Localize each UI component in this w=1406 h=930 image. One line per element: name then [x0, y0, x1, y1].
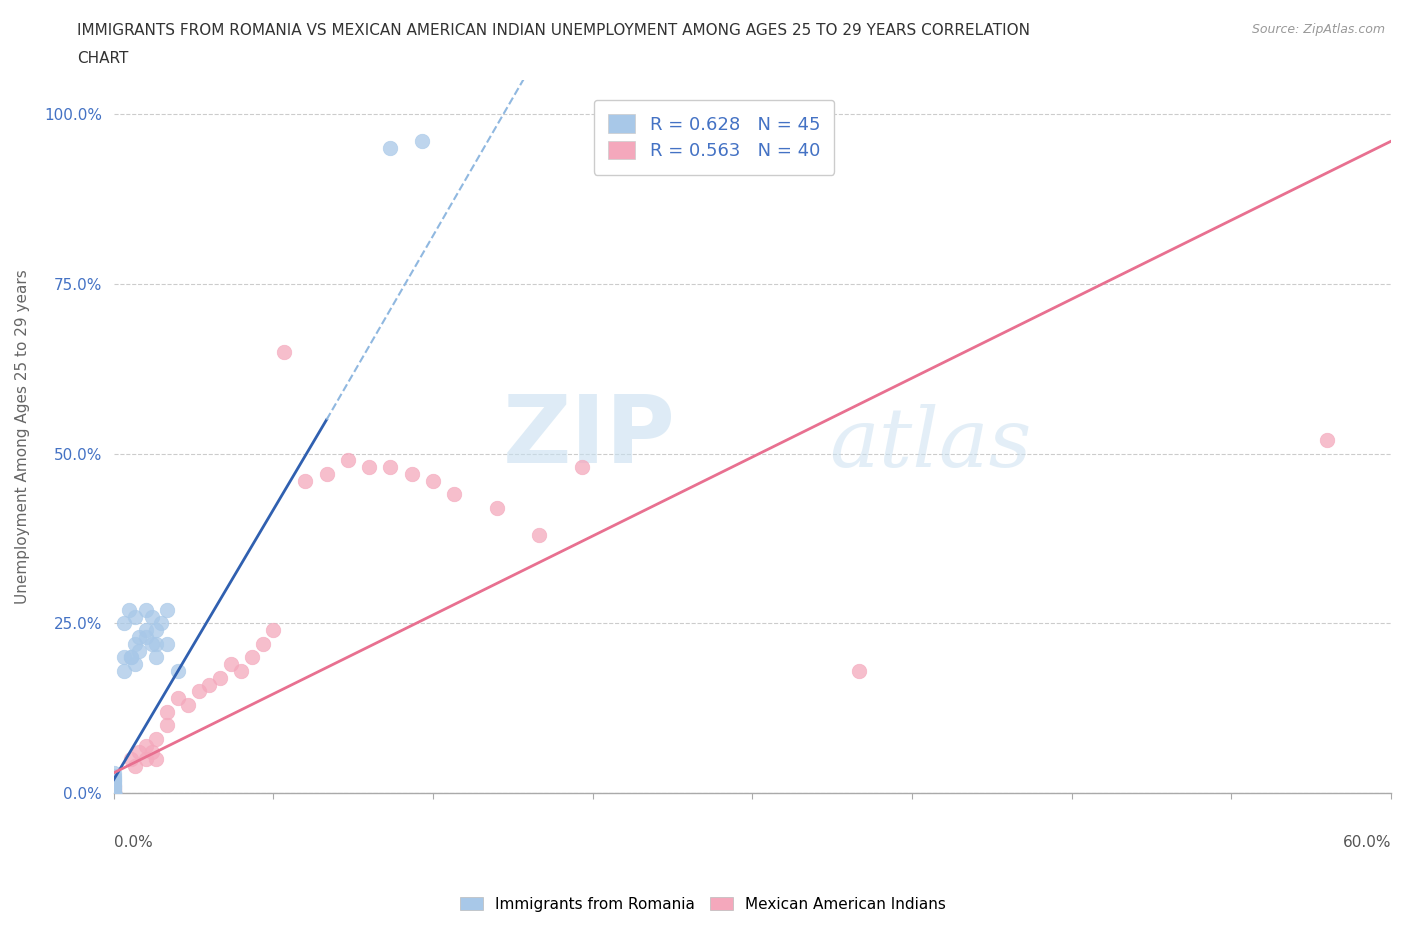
- Point: [135, 623, 157, 638]
- Point: [156, 603, 179, 618]
- Text: 60.0%: 60.0%: [1343, 835, 1391, 850]
- Point: [571, 459, 593, 474]
- Point: [135, 738, 157, 753]
- Point: [128, 745, 150, 760]
- Point: [128, 644, 150, 658]
- Point: [103, 786, 125, 801]
- Point: [135, 751, 157, 766]
- Point: [128, 630, 150, 644]
- Text: CHART: CHART: [77, 51, 129, 66]
- Point: [529, 527, 551, 542]
- Point: [103, 771, 125, 786]
- Point: [401, 467, 423, 482]
- Point: [848, 663, 870, 678]
- Point: [443, 487, 465, 502]
- Point: [103, 782, 125, 797]
- Point: [124, 759, 146, 774]
- Point: [359, 459, 381, 474]
- Point: [141, 636, 163, 651]
- Point: [120, 751, 142, 766]
- Text: 0.0%: 0.0%: [114, 835, 152, 850]
- Point: [103, 774, 125, 789]
- Point: [422, 473, 444, 488]
- Point: [485, 500, 508, 515]
- Point: [103, 786, 125, 801]
- Point: [262, 623, 284, 638]
- Point: [380, 140, 402, 155]
- Point: [103, 779, 125, 794]
- Point: [103, 786, 125, 801]
- Point: [103, 769, 125, 784]
- Point: [198, 677, 221, 692]
- Point: [103, 772, 125, 787]
- Point: [120, 650, 142, 665]
- Point: [103, 786, 125, 801]
- Point: [145, 650, 167, 665]
- Point: [103, 779, 125, 794]
- Point: [380, 459, 402, 474]
- Point: [166, 663, 188, 678]
- Point: [117, 603, 139, 618]
- Point: [124, 609, 146, 624]
- Point: [112, 663, 135, 678]
- Point: [103, 786, 125, 801]
- Point: [156, 636, 179, 651]
- Point: [149, 616, 172, 631]
- Point: [103, 765, 125, 780]
- Point: [294, 473, 316, 488]
- Point: [156, 704, 179, 719]
- Point: [177, 698, 200, 712]
- Point: [187, 684, 209, 698]
- Point: [336, 453, 359, 468]
- Point: [141, 745, 163, 760]
- Point: [124, 657, 146, 671]
- Point: [145, 623, 167, 638]
- Point: [112, 650, 135, 665]
- Point: [219, 657, 242, 671]
- Point: [103, 776, 125, 790]
- Legend: Immigrants from Romania, Mexican American Indians: Immigrants from Romania, Mexican America…: [454, 890, 952, 918]
- Point: [135, 630, 157, 644]
- Point: [103, 777, 125, 792]
- Point: [124, 636, 146, 651]
- Point: [411, 134, 433, 149]
- Point: [103, 786, 125, 801]
- Point: [156, 718, 179, 733]
- Point: [135, 603, 157, 618]
- Text: ZIP: ZIP: [503, 391, 676, 483]
- Point: [120, 650, 142, 665]
- Text: IMMIGRANTS FROM ROMANIA VS MEXICAN AMERICAN INDIAN UNEMPLOYMENT AMONG AGES 25 TO: IMMIGRANTS FROM ROMANIA VS MEXICAN AMERI…: [77, 23, 1031, 38]
- Point: [103, 786, 125, 801]
- Point: [315, 467, 337, 482]
- Point: [240, 650, 263, 665]
- Point: [231, 663, 253, 678]
- Legend: R = 0.628   N = 45, R = 0.563   N = 40: R = 0.628 N = 45, R = 0.563 N = 40: [593, 100, 835, 175]
- Point: [273, 344, 295, 359]
- Point: [166, 691, 188, 706]
- Text: atlas: atlas: [830, 404, 1032, 484]
- Point: [252, 636, 274, 651]
- Point: [103, 786, 125, 801]
- Point: [103, 786, 125, 801]
- Point: [145, 732, 167, 747]
- Point: [103, 782, 125, 797]
- Point: [103, 786, 125, 801]
- Text: Source: ZipAtlas.com: Source: ZipAtlas.com: [1251, 23, 1385, 36]
- Point: [112, 616, 135, 631]
- Point: [145, 636, 167, 651]
- Point: [103, 780, 125, 795]
- Y-axis label: Unemployment Among Ages 25 to 29 years: Unemployment Among Ages 25 to 29 years: [15, 270, 30, 604]
- Point: [103, 786, 125, 801]
- Point: [103, 780, 125, 795]
- Point: [1316, 432, 1339, 447]
- Point: [209, 671, 232, 685]
- Point: [141, 609, 163, 624]
- Point: [145, 751, 167, 766]
- Point: [103, 786, 125, 801]
- Point: [103, 786, 125, 801]
